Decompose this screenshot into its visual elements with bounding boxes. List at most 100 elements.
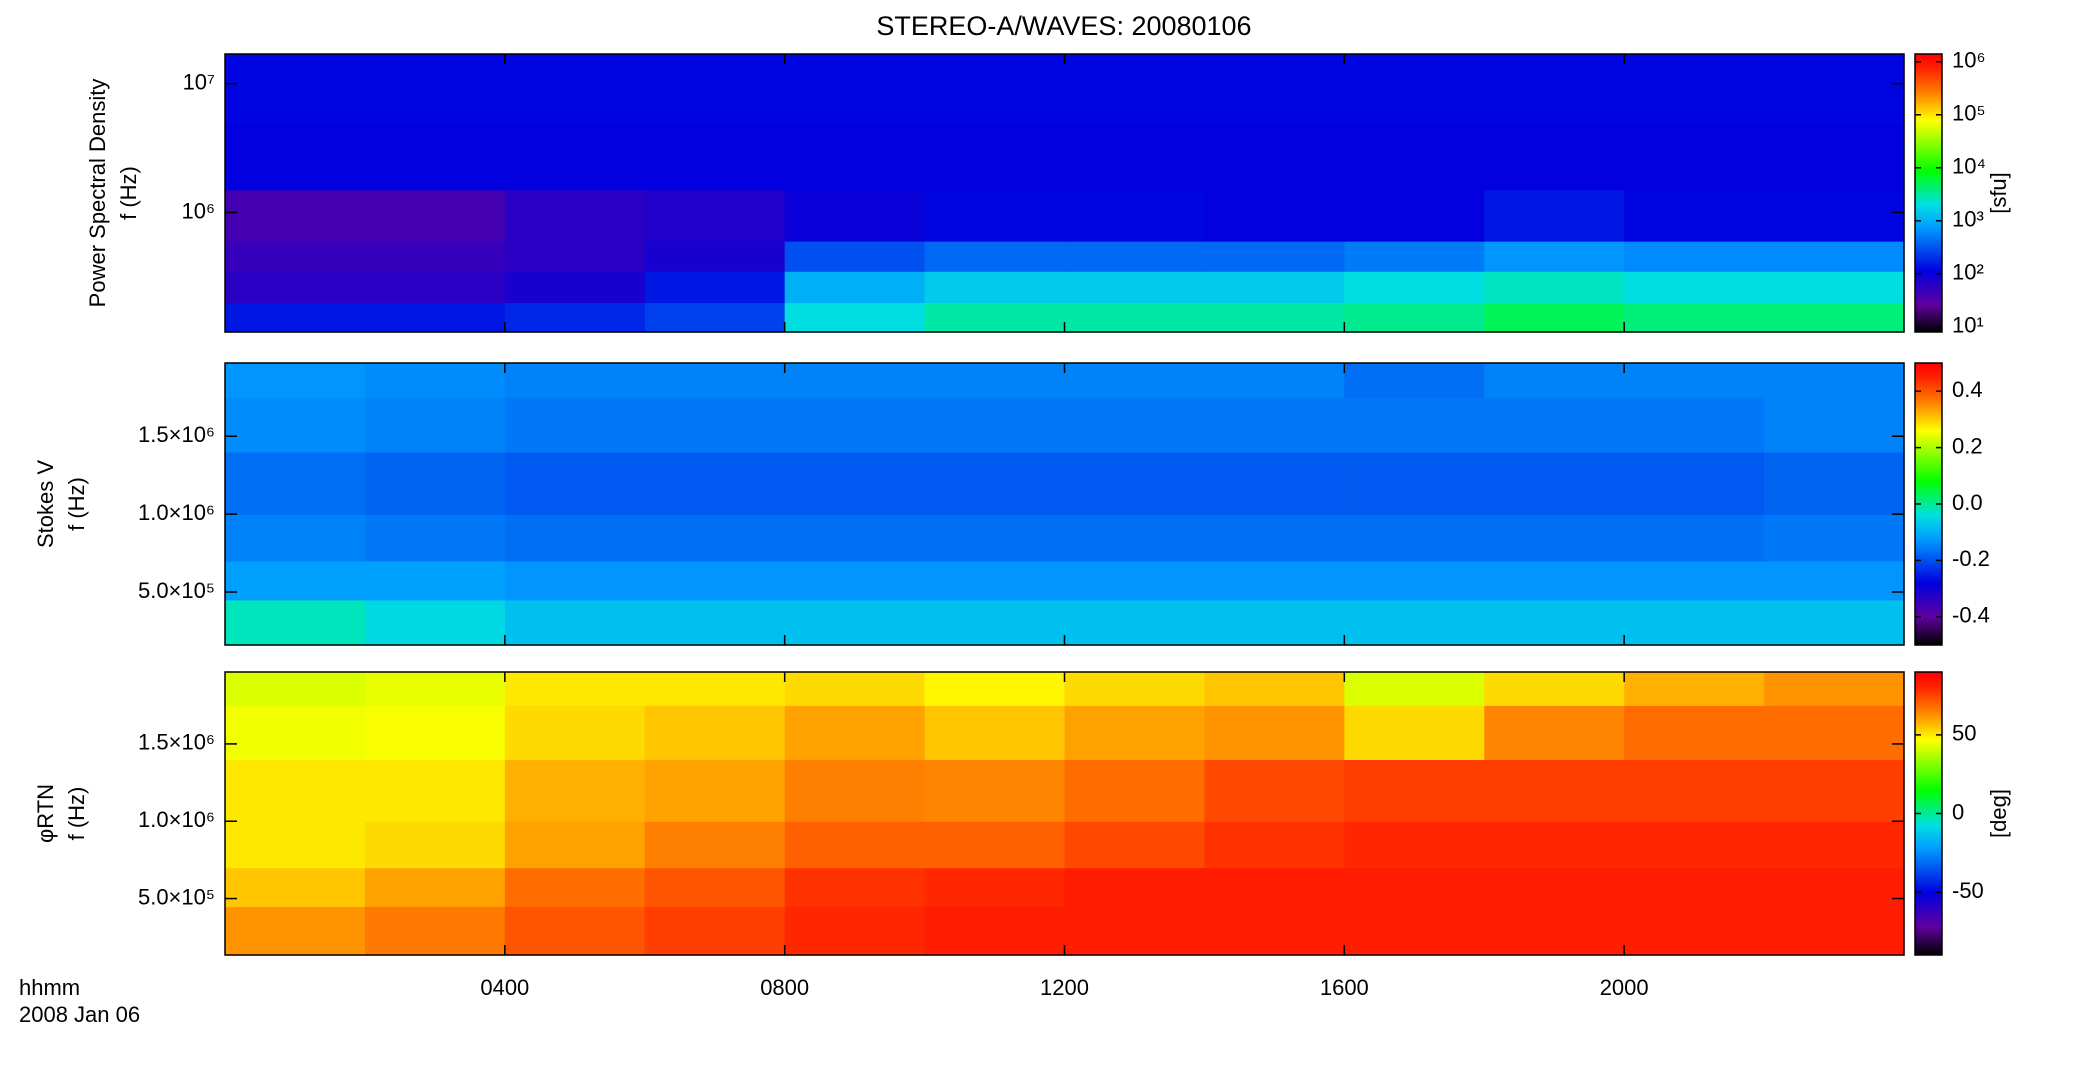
colorbar-tick-label: 10² <box>1952 260 1984 285</box>
heatmap-cell <box>225 599 366 646</box>
x-tick-label: 1200 <box>1040 975 1089 1000</box>
heatmap-cell <box>1484 560 1625 601</box>
heatmap-cell <box>1624 271 1765 304</box>
heatmap-cell <box>1204 599 1345 646</box>
heatmap-cell <box>364 672 506 706</box>
heatmap-cell <box>644 189 786 242</box>
heatmap-cell <box>924 451 1066 515</box>
heatmap-cell <box>1484 451 1625 515</box>
heatmap-cell <box>1064 451 1206 515</box>
heatmap-cell <box>1344 302 1485 333</box>
heatmap-cell <box>1764 302 1905 333</box>
heatmap-cell <box>1624 363 1765 398</box>
heatmap-cell <box>1064 560 1206 601</box>
heatmap-cell <box>784 560 926 601</box>
heatmap-cell <box>1064 705 1206 760</box>
heatmap-cell <box>364 821 506 869</box>
heatmap-cell <box>1764 241 1905 272</box>
heatmap-cell <box>784 514 926 562</box>
heatmap-cell <box>644 514 786 562</box>
heatmap-cell <box>1484 821 1625 869</box>
heatmap-cell <box>1064 54 1206 124</box>
heatmap-cell <box>225 821 366 869</box>
heatmap-cell <box>924 672 1066 706</box>
heatmap-cell <box>364 906 506 956</box>
heatmap-cell <box>1064 599 1206 646</box>
heatmap-cell <box>1484 54 1625 124</box>
heatmap-cell <box>1484 189 1625 242</box>
heatmap-cell <box>1484 599 1625 646</box>
y-axis-label: Stokes V <box>33 460 58 548</box>
heatmap-cell <box>225 271 366 304</box>
heatmap-cell <box>644 867 786 907</box>
colorbar-label: [deg] <box>1986 789 2011 838</box>
heatmap-cell <box>1204 705 1345 760</box>
heatmap-cell <box>1064 397 1206 453</box>
heatmap-cell <box>924 54 1066 124</box>
heatmap-cell <box>1764 271 1905 304</box>
heatmap-cell <box>784 397 926 453</box>
heatmap-cell <box>1764 705 1905 760</box>
heatmap-cell <box>225 122 366 191</box>
heatmap-cell <box>1764 54 1905 124</box>
heatmap-cell <box>1064 867 1206 907</box>
x-tick-label: 1600 <box>1320 975 1369 1000</box>
heatmap-cell <box>504 759 646 822</box>
x-tick-label: 0800 <box>760 975 809 1000</box>
heatmap-cell <box>225 451 366 515</box>
heatmap-cell <box>784 821 926 869</box>
heatmap-cell <box>1064 271 1206 304</box>
heatmap-cell <box>1064 302 1206 333</box>
heatmap-cell <box>924 705 1066 760</box>
heatmap-cell <box>1344 906 1485 956</box>
heatmap-cell <box>364 560 506 601</box>
heatmap-cell <box>924 271 1066 304</box>
heatmap-cell <box>1484 759 1625 822</box>
heatmap-cell <box>225 189 366 242</box>
heatmap-cell <box>784 302 926 333</box>
x-tick-label: 2000 <box>1600 975 1649 1000</box>
heatmap-cell <box>924 599 1066 646</box>
y-tick-label: 5.0×10⁵ <box>138 884 215 909</box>
y-tick-label: 5.0×10⁵ <box>138 578 215 603</box>
heatmap-cell <box>1764 122 1905 191</box>
heatmap-cell <box>504 514 646 562</box>
colorbar-label: [sfu] <box>1986 172 2011 214</box>
heatmap-cell <box>1764 906 1905 956</box>
heatmap-cell <box>1624 514 1765 562</box>
heatmap-cell <box>1344 821 1485 869</box>
heatmap-cell <box>225 867 366 907</box>
heatmap-cell <box>225 759 366 822</box>
heatmap-cell <box>1624 122 1765 191</box>
heatmap-cell <box>504 189 646 242</box>
heatmap-cell <box>1624 397 1765 453</box>
heatmap-cell <box>364 397 506 453</box>
heatmap-cell <box>1344 560 1485 601</box>
heatmap-cell <box>924 821 1066 869</box>
heatmap-cell <box>924 560 1066 601</box>
heatmap-cell <box>924 241 1066 272</box>
colorbar-tick-label: -0.2 <box>1952 546 1990 571</box>
heatmap-cell <box>1484 302 1625 333</box>
colorbar-tick-label: 10⁶ <box>1952 48 1986 73</box>
colorbar-tick-label: 0 <box>1952 799 1964 824</box>
heatmap-cell <box>1064 241 1206 272</box>
colorbar <box>1914 53 1943 333</box>
heatmap-cell <box>504 271 646 304</box>
heatmap-cell <box>364 241 506 272</box>
heatmap-cell <box>1484 122 1625 191</box>
heatmap-cell <box>784 271 926 304</box>
heatmap-cell <box>644 672 786 706</box>
y-tick-label: 1.5×10⁶ <box>138 422 215 447</box>
heatmap-cell <box>1484 241 1625 272</box>
heatmap-cell <box>784 241 926 272</box>
heatmap-cell <box>1344 54 1485 124</box>
heatmap-cell <box>364 759 506 822</box>
heatmap-cell <box>1344 672 1485 706</box>
colorbar-tick-label: 10⁴ <box>1952 154 1986 179</box>
heatmap-cell <box>1624 560 1765 601</box>
heatmap-cell <box>1624 241 1765 272</box>
heatmap-cell <box>784 759 926 822</box>
heatmap-cell <box>1064 906 1206 956</box>
